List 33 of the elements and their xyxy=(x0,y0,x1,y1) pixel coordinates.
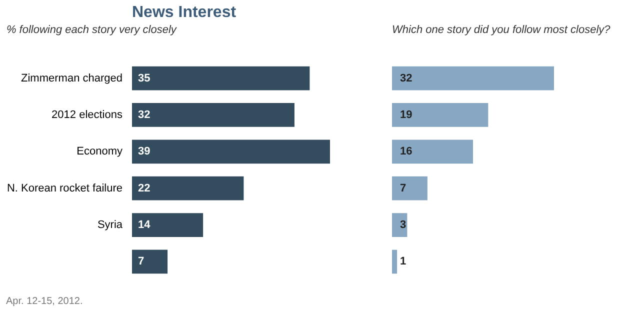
data-label: 35 xyxy=(138,72,150,84)
data-label: 39 xyxy=(138,146,150,158)
bar xyxy=(392,213,408,237)
bar xyxy=(392,103,488,127)
bar xyxy=(392,176,428,200)
y-tick-label: 2012 elections xyxy=(52,108,123,121)
chart-subtitle: % following each story very closely xyxy=(6,24,178,36)
y-tick-label: Syria xyxy=(97,219,124,232)
data-label: 3 xyxy=(400,219,406,232)
data-label: 16 xyxy=(400,146,412,158)
bar xyxy=(132,213,204,237)
data-label: 14 xyxy=(138,219,152,232)
data-label: 32 xyxy=(400,72,412,84)
y-tick-label: Economy xyxy=(76,146,123,158)
data-label: 32 xyxy=(138,108,150,121)
data-label: 22 xyxy=(138,182,150,194)
chart-title: News Interest xyxy=(132,4,237,21)
y-tick-label: Zimmerman charged xyxy=(21,72,122,84)
data-label: 7 xyxy=(400,182,406,194)
bar xyxy=(392,250,398,274)
bar xyxy=(132,140,330,164)
bar xyxy=(392,140,473,164)
bar xyxy=(132,66,310,90)
data-label: 1 xyxy=(400,256,406,268)
data-label: 7 xyxy=(138,256,144,268)
text: Apr. 12-15, 2012. xyxy=(6,296,83,307)
y-tick-label: N. Korean rocket failure xyxy=(6,182,122,194)
bar xyxy=(392,66,554,90)
bar xyxy=(132,176,244,200)
data-label: 19 xyxy=(400,108,412,121)
chart-subtitle: Which one story did you follow most closely? xyxy=(392,24,612,36)
bar xyxy=(132,250,168,274)
bar xyxy=(132,103,294,127)
